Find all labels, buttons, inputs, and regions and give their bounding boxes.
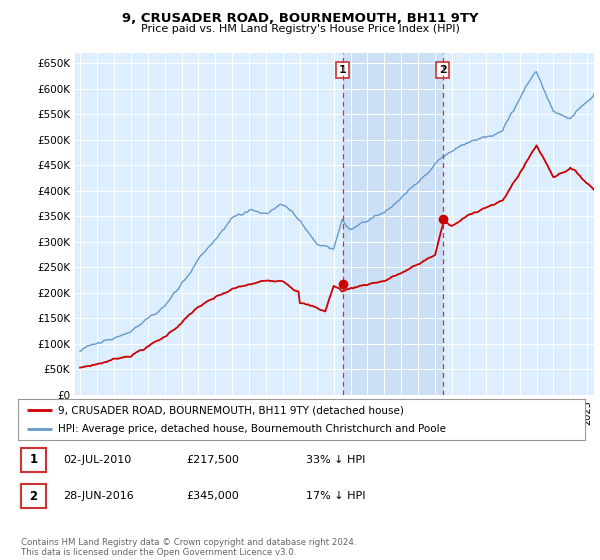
Text: 9, CRUSADER ROAD, BOURNEMOUTH, BH11 9TY (detached house): 9, CRUSADER ROAD, BOURNEMOUTH, BH11 9TY …: [58, 405, 404, 415]
Text: £345,000: £345,000: [186, 491, 239, 501]
Text: 1: 1: [29, 453, 38, 466]
Text: 17% ↓ HPI: 17% ↓ HPI: [306, 491, 365, 501]
Text: 1: 1: [339, 65, 347, 75]
Text: Price paid vs. HM Land Registry's House Price Index (HPI): Price paid vs. HM Land Registry's House …: [140, 24, 460, 34]
Text: 28-JUN-2016: 28-JUN-2016: [63, 491, 134, 501]
Text: 2: 2: [29, 489, 38, 503]
Text: 2: 2: [439, 65, 447, 75]
Text: 9, CRUSADER ROAD, BOURNEMOUTH, BH11 9TY: 9, CRUSADER ROAD, BOURNEMOUTH, BH11 9TY: [122, 12, 478, 25]
Text: Contains HM Land Registry data © Crown copyright and database right 2024.
This d: Contains HM Land Registry data © Crown c…: [21, 538, 356, 557]
Bar: [343, 53, 443, 395]
Text: 33% ↓ HPI: 33% ↓ HPI: [306, 455, 365, 465]
Text: £217,500: £217,500: [186, 455, 239, 465]
Text: 02-JUL-2010: 02-JUL-2010: [63, 455, 131, 465]
Text: HPI: Average price, detached house, Bournemouth Christchurch and Poole: HPI: Average price, detached house, Bour…: [58, 424, 446, 433]
